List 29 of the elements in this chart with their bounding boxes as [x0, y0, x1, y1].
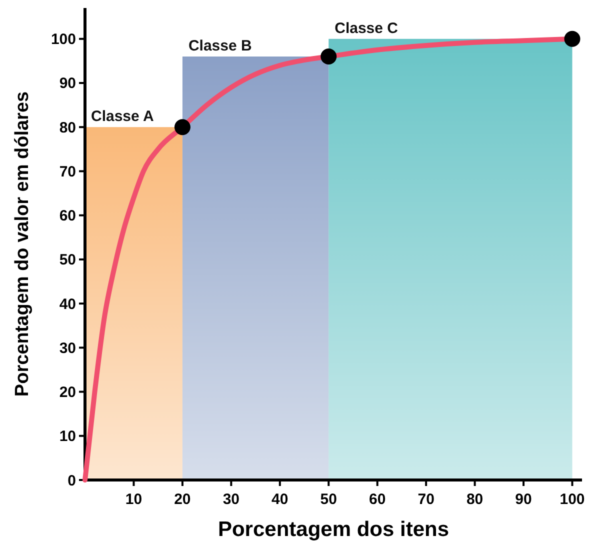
- x-axis-title: Porcentagem dos itens: [218, 518, 450, 541]
- band-label: Classe B: [188, 38, 252, 55]
- x-tick-label: 60: [369, 491, 386, 508]
- x-tick-label: 30: [222, 491, 240, 508]
- band-label: Classe A: [91, 108, 154, 126]
- x-tick-label: 50: [320, 491, 337, 508]
- point: [320, 48, 337, 65]
- y-tick-label: 10: [59, 428, 76, 446]
- y-tick-label: 70: [59, 163, 76, 180]
- x-tick-label: 80: [466, 491, 484, 508]
- x-tick-label: 100: [560, 491, 585, 508]
- y-tick-label: 80: [59, 119, 76, 136]
- x-tick-label: 10: [125, 491, 142, 508]
- y-tick-label: 50: [59, 252, 76, 269]
- point: [174, 119, 190, 136]
- y-tick-label: 20: [59, 384, 76, 402]
- x-tick-label: 20: [174, 491, 191, 508]
- x-tick-label: 70: [418, 491, 434, 508]
- y-tick-label: 90: [59, 75, 76, 92]
- y-tick-label: 30: [59, 340, 76, 357]
- y-tick-label: 40: [59, 296, 76, 313]
- y-tick-label: 0: [68, 472, 76, 490]
- y-tick-label: 60: [59, 208, 76, 225]
- y-axis-title: Porcentagem do valor em dólares: [12, 91, 33, 397]
- y-tick-label: 100: [50, 31, 76, 48]
- point: [564, 30, 580, 47]
- band-label: Classe C: [334, 20, 398, 37]
- x-tick-label: 40: [272, 491, 288, 508]
- x-tick-label: 90: [515, 491, 532, 508]
